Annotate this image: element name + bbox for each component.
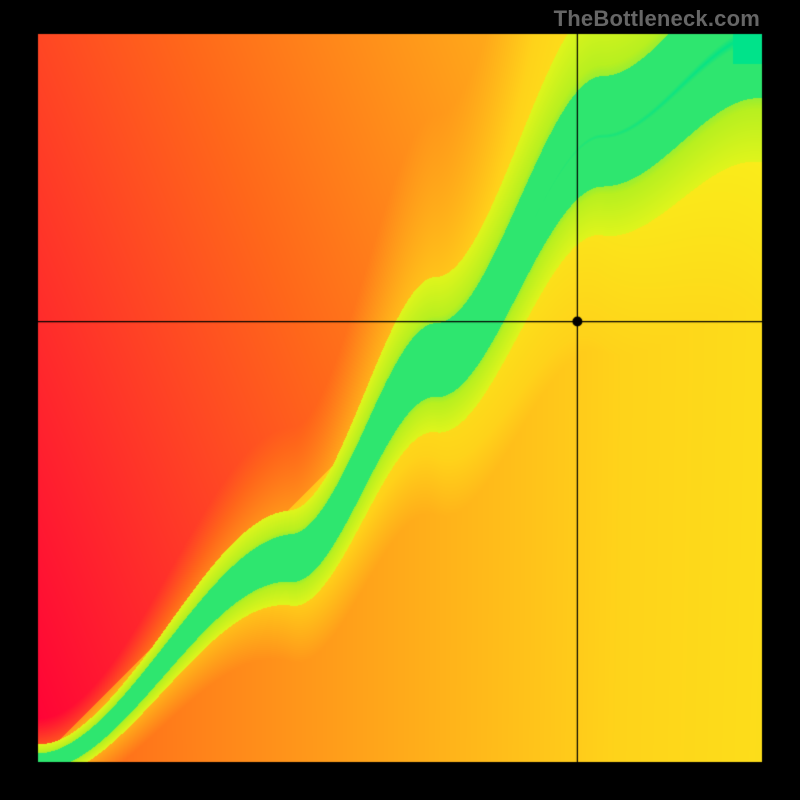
watermark-label: TheBottleneck.com [554, 6, 760, 32]
chart-container: TheBottleneck.com [0, 0, 800, 800]
heatmap-canvas [0, 0, 800, 800]
